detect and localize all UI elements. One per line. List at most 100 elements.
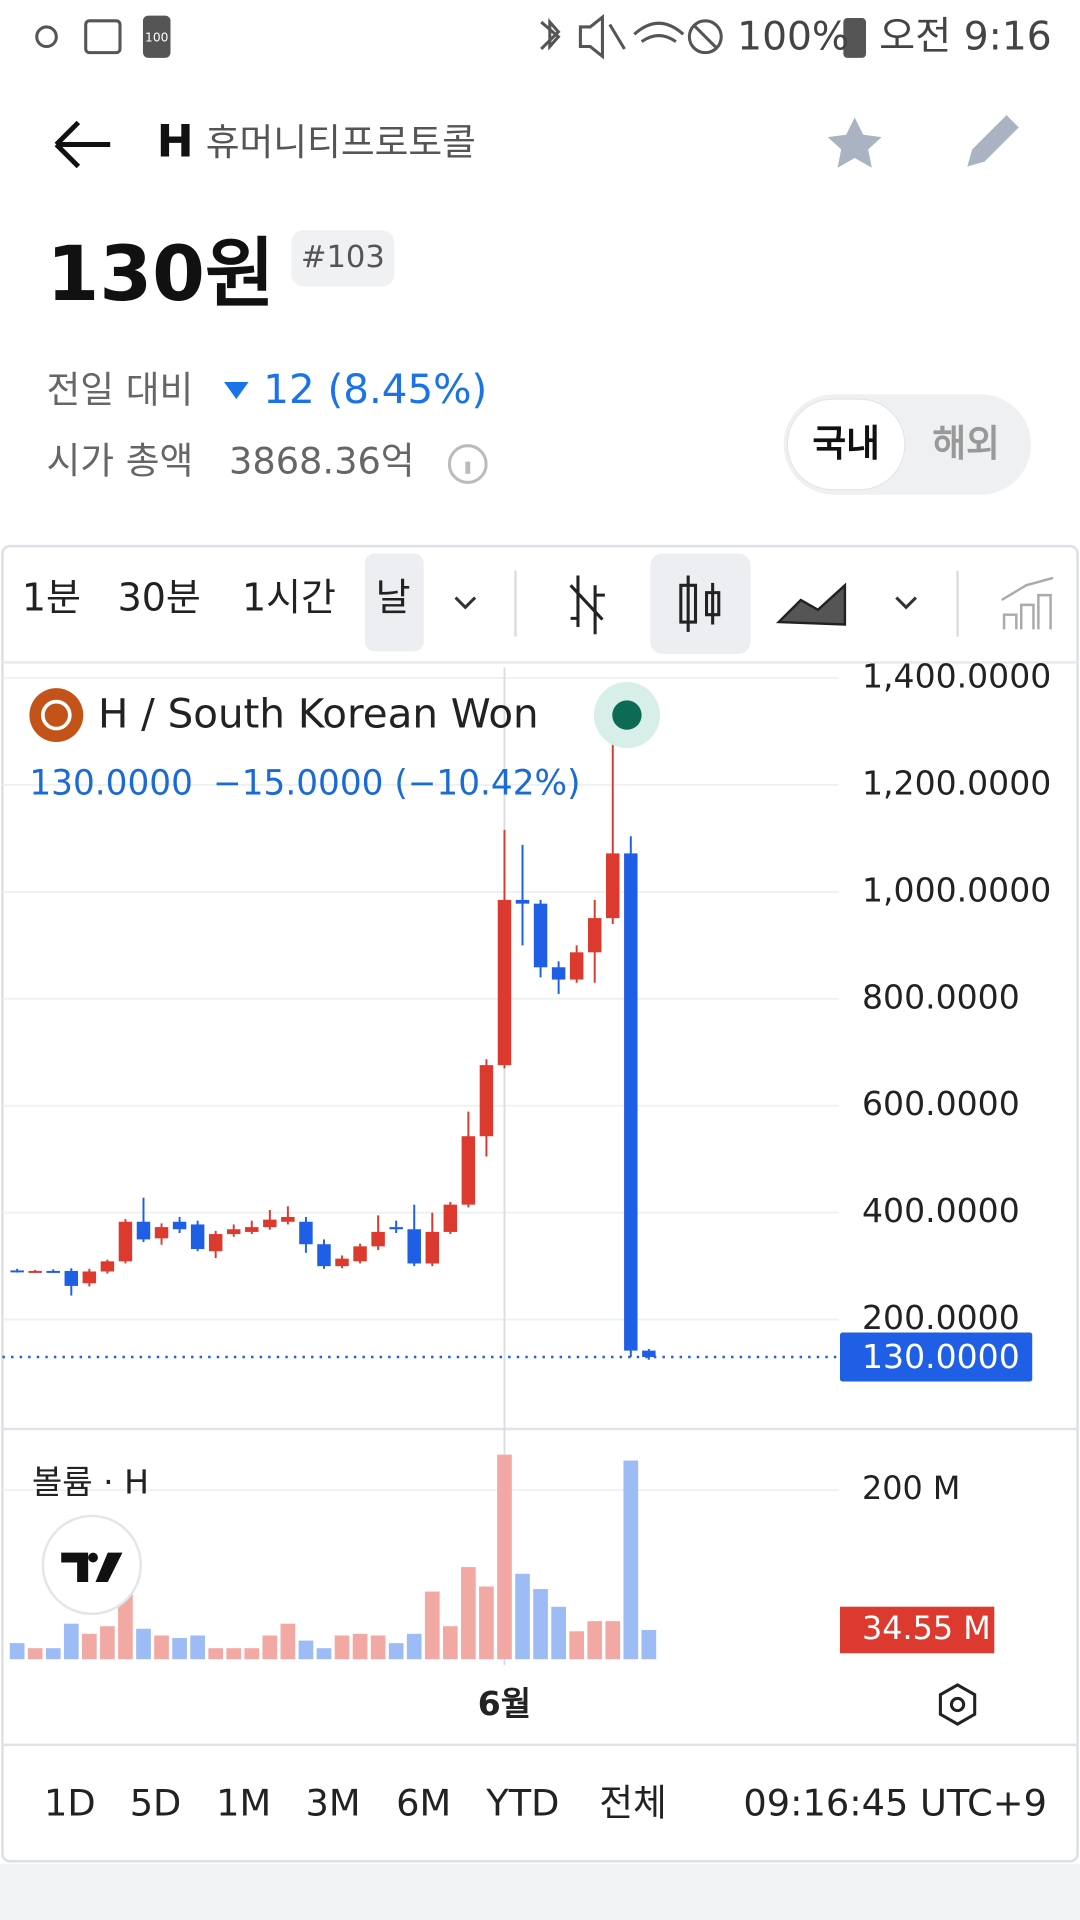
candle-body: [479, 1065, 494, 1137]
bar-style-button[interactable]: [569, 575, 605, 635]
candle-body: [10, 1270, 24, 1273]
candle-body: [425, 1231, 440, 1264]
volume-bar: [497, 1454, 512, 1660]
candle-body: [226, 1229, 241, 1235]
settings-dot: [949, 1696, 966, 1713]
x-tick-label: 6월: [478, 1684, 531, 1723]
y-tick-label: 200.0000: [862, 1298, 1020, 1337]
change-label: 전일 대비: [47, 368, 194, 411]
candle-body: [335, 1258, 349, 1267]
candle-body: [281, 1216, 295, 1222]
toggle-selected: [786, 398, 906, 491]
back-button[interactable]: [54, 120, 111, 169]
volume-bar: [479, 1586, 494, 1660]
candle-body: [245, 1227, 259, 1232]
candle-body: [263, 1219, 277, 1228]
candle-body: [461, 1136, 476, 1205]
edit-button[interactable]: [967, 115, 1019, 167]
candle-body: [587, 918, 602, 953]
volume-bar: [81, 1633, 97, 1660]
tv-logo[interactable]: [41, 1514, 143, 1616]
interval-dropdown[interactable]: [454, 596, 477, 610]
interval-button[interactable]: 1분: [22, 576, 81, 620]
candle-body: [353, 1246, 367, 1262]
range-button[interactable]: 1M: [216, 1781, 271, 1824]
down-triangle: [224, 382, 249, 400]
volume-bar: [9, 1643, 25, 1660]
compare-button[interactable]: [1001, 576, 1054, 630]
y-tick-label: 1,400.0000: [862, 657, 1051, 696]
candle-body: [172, 1221, 187, 1230]
volume-bar: [190, 1635, 205, 1660]
candle-body: [606, 853, 620, 919]
candle-style-button[interactable]: [679, 575, 721, 632]
info-icon-bar: [465, 461, 471, 474]
interval-button[interactable]: 30분: [118, 576, 201, 620]
candle-body: [28, 1270, 42, 1273]
style-dropdown[interactable]: [895, 596, 918, 610]
range-button[interactable]: 3M: [306, 1781, 361, 1824]
volume-bar: [515, 1573, 530, 1660]
volume-bar: [605, 1621, 621, 1660]
plot: 200.0000 400.0000 600.0000 800.0000 1,000.00…: [2, 657, 1051, 1723]
rank: #103: [301, 240, 385, 275]
candle-body: [64, 1270, 79, 1286]
last-volume-badge: [840, 1606, 995, 1654]
settings-button[interactable]: [938, 1683, 977, 1726]
candle-body: [533, 903, 548, 968]
volume-bar: [298, 1640, 314, 1660]
toggle-domestic[interactable]: 국내: [812, 422, 880, 465]
y-tick-label: 1,200.0000: [862, 763, 1051, 802]
rank-badge: [291, 230, 395, 287]
volume-bar: [316, 1648, 332, 1660]
bluetooth-icon: [540, 17, 561, 51]
range-button[interactable]: 전체: [599, 1781, 667, 1824]
candle-body: [389, 1227, 403, 1230]
last-price-label: 130.0000: [862, 1337, 1020, 1376]
battery-level: 100%: [737, 15, 849, 60]
range-button[interactable]: 5D: [130, 1781, 182, 1824]
legend-last: 130.0000: [29, 763, 192, 803]
candle-body: [136, 1221, 151, 1240]
toggle-overseas[interactable]: 해외: [932, 422, 1000, 465]
interval-button[interactable]: 날: [376, 576, 411, 620]
market-cap: 3868.36억: [229, 439, 415, 482]
favorite-button[interactable]: [827, 117, 882, 168]
y-tick-label: 1,000.0000: [862, 870, 1051, 909]
candle-body: [443, 1204, 458, 1232]
volume-bar: [388, 1643, 404, 1660]
candle-body: [642, 1350, 656, 1358]
volume-bar: [334, 1635, 350, 1660]
candle-body: [46, 1270, 60, 1273]
volume-bar: [172, 1638, 187, 1660]
price-change: 12 (8.45%): [263, 365, 487, 413]
clock-time: 오전 9:16: [879, 15, 1051, 60]
candle-body: [551, 967, 566, 980]
candle-body: [317, 1244, 331, 1267]
last-price-badge: [840, 1332, 1033, 1382]
volume-bar: [118, 1594, 133, 1660]
candle-body: [154, 1227, 169, 1239]
coin-logo: [29, 688, 84, 743]
area-style-button[interactable]: [775, 582, 847, 626]
legend-change: −15.0000 (−10.42%): [213, 763, 580, 803]
candle-body: [100, 1261, 115, 1272]
range-button[interactable]: 1D: [44, 1781, 96, 1824]
candle-body: [82, 1271, 97, 1284]
market-cap-label: 시가 총액: [47, 439, 194, 482]
utc-clock: 09:16:45 UTC+9: [743, 1781, 1047, 1824]
interval-selected-bg: [364, 553, 424, 652]
interval-button[interactable]: 1시간: [242, 576, 336, 620]
range-button[interactable]: 6M: [396, 1781, 451, 1824]
volume-bar: [280, 1623, 296, 1660]
range-button[interactable]: YTD: [485, 1781, 559, 1824]
volume-bar: [533, 1589, 548, 1660]
candle-body: [624, 853, 638, 1351]
info-icon[interactable]: [447, 444, 488, 484]
volume-title: 볼륨 · H: [32, 1463, 149, 1502]
volume-bar: [370, 1635, 386, 1660]
bottom-band: [0, 1863, 1080, 1920]
